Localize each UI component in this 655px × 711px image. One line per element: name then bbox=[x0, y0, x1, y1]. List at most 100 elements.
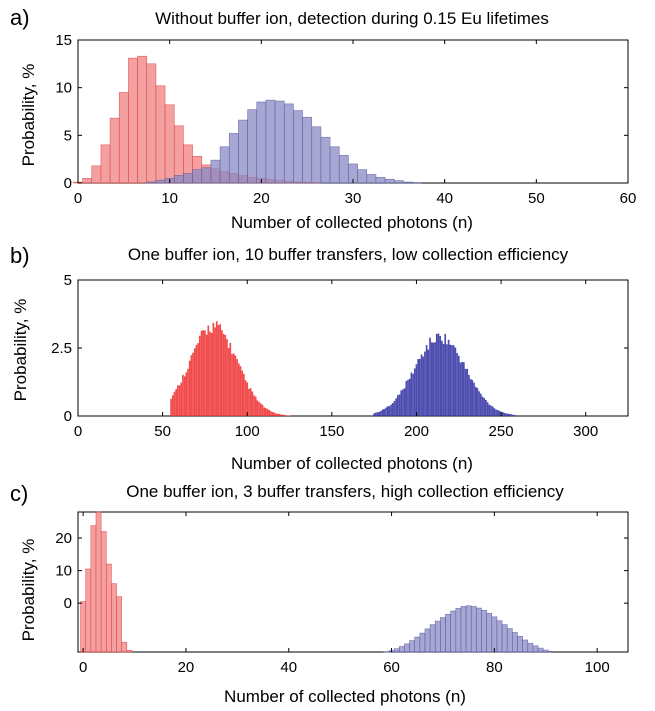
panel-c-series-2-bar bbox=[419, 632, 426, 653]
panel-c-series-2-bar bbox=[542, 649, 549, 653]
panel-a-series-2-bar bbox=[155, 179, 166, 184]
panel-b-series-2-bar bbox=[381, 409, 384, 416]
panel-a-series-1-bar bbox=[164, 104, 175, 184]
panel-b-series-2-bar bbox=[425, 345, 428, 416]
panel-b-series-2-bar bbox=[478, 391, 480, 416]
panel-b-series-2-bar bbox=[485, 399, 487, 416]
panel-b-series-1-bar bbox=[249, 388, 252, 416]
panel-c-series-2-bar bbox=[532, 645, 539, 653]
panel-b-series-2-bar bbox=[405, 381, 408, 416]
panel-c-series-2-bar bbox=[383, 651, 390, 653]
panel-b-label: b) bbox=[10, 243, 30, 268]
panel-b-series-1-bar bbox=[266, 408, 269, 416]
panel-a-series-2-bar bbox=[393, 180, 404, 184]
panel-a-ytick-label: 10 bbox=[55, 80, 72, 97]
panel-b-series-2-bar bbox=[417, 358, 419, 416]
panel-c-series-2-bar bbox=[465, 605, 472, 653]
panel-c-series-2-bar bbox=[450, 610, 457, 653]
panel-b-series-2-bar bbox=[424, 351, 426, 416]
panel-b-series-1-bar bbox=[205, 334, 208, 416]
panel-c-series-2-bar bbox=[517, 636, 523, 653]
panel-a-series-2-bar bbox=[146, 181, 157, 184]
panel-b-series-1-bar bbox=[171, 395, 174, 416]
panel-b-series-1-bar bbox=[188, 360, 191, 416]
panel-a-series-1-bar bbox=[82, 177, 93, 184]
panel-a-series-1-bar bbox=[137, 55, 148, 184]
panel-a-series-2-bar bbox=[384, 178, 395, 184]
panel-c-series-2-bar bbox=[527, 642, 534, 653]
panel-c-series-2-bar bbox=[440, 617, 446, 653]
panel-a-ytick-label: 5 bbox=[64, 127, 72, 144]
panel-b-ytick-label: 0 bbox=[64, 408, 72, 425]
panel-b-series-1-bar bbox=[200, 330, 203, 416]
panel-b-series-2-bar bbox=[437, 333, 440, 416]
panel-b-series-2-bar bbox=[498, 410, 501, 416]
panel-c-series-2-bar bbox=[460, 606, 467, 653]
panel-b-series-2-bar bbox=[473, 382, 475, 416]
panel-b-series-2-bar bbox=[397, 395, 399, 416]
panel-b-series-2-bar bbox=[383, 409, 386, 416]
panel-b-series-2-bar bbox=[464, 368, 467, 416]
panel-b-series-1-bar bbox=[180, 382, 183, 416]
panel-c-series-2-bar bbox=[548, 651, 554, 653]
panel-b-ylabel: Probability, % bbox=[11, 299, 30, 402]
panel-b-series-1-bar bbox=[214, 327, 216, 416]
panel-b-series-2-bar bbox=[456, 353, 458, 416]
panel-a-ylabel: Probability, % bbox=[19, 64, 38, 167]
panel-c-ylabel: Probability, % bbox=[19, 539, 38, 642]
panel-c-xtick-label: 80 bbox=[486, 659, 503, 676]
panel-b-ytick-label: 5 bbox=[64, 272, 72, 289]
panel-a-series-2-bar bbox=[219, 146, 230, 184]
panel-b-series-2-bar bbox=[422, 356, 425, 416]
panel-b-series-1-bar bbox=[236, 359, 238, 416]
panel-a-series-2-bar bbox=[311, 126, 322, 184]
panel-b-series-2-bar bbox=[373, 413, 375, 416]
panel-a-series-2-bar bbox=[256, 101, 267, 184]
panel-a-series-2-bar bbox=[265, 99, 276, 184]
panel-b-series-2-bar bbox=[434, 342, 436, 416]
panel-a-series-2-bar bbox=[274, 100, 285, 184]
panel-b-series-2-bar bbox=[491, 406, 494, 416]
panel-b-series-2-bar bbox=[442, 343, 445, 416]
panel-b-series-1-bar bbox=[276, 413, 279, 416]
panel-a-xtick-label: 20 bbox=[253, 190, 270, 207]
panel-a-series-2-bar bbox=[357, 169, 368, 184]
panel-b-series-2-bar bbox=[385, 407, 387, 416]
panel-b-series-1-bar bbox=[202, 330, 205, 416]
panel-b-series-1-bar bbox=[170, 398, 172, 416]
panel-b: b) One buffer ion, 10 buffer transfers, … bbox=[10, 243, 629, 473]
panel-b-series-1-bar bbox=[178, 385, 181, 416]
panel-b-series-2-bar bbox=[444, 333, 447, 416]
panel-b-series-2-bar bbox=[451, 345, 453, 416]
panel-a-xtick-label: 10 bbox=[161, 190, 178, 207]
panel-a-series-2-bar bbox=[183, 173, 193, 184]
panel-c-series-1-bar bbox=[105, 563, 112, 653]
panel-a-series-2-bar bbox=[375, 176, 386, 184]
panel-c-series-2-bar bbox=[470, 606, 477, 653]
panel-c-series-1-bar bbox=[121, 641, 128, 653]
panel-b-series-2-bar bbox=[410, 372, 413, 416]
panel-c-series-1-bar bbox=[100, 531, 107, 653]
panel-b-series-2-bar bbox=[505, 413, 507, 416]
panel-b-title: One buffer ion, 10 buffer transfers, low… bbox=[128, 245, 569, 264]
panel-b-series-1-bar bbox=[246, 382, 249, 416]
panel-b-series-1-bar bbox=[231, 353, 233, 416]
panel-c-series-1-bar bbox=[116, 596, 122, 653]
panel-c-series-2-bar bbox=[434, 620, 441, 653]
panel-b-series-2-bar bbox=[390, 404, 392, 416]
panel-b-series-2-bar bbox=[486, 402, 489, 416]
panel-c-xlabel: Number of collected photons (n) bbox=[224, 687, 466, 706]
panel-a-label: a) bbox=[10, 5, 30, 30]
panel-b-series-2-bar bbox=[412, 373, 414, 416]
panel-c-series-2-bar bbox=[398, 646, 405, 653]
panel-b-series-2-bar bbox=[378, 411, 381, 416]
panel-b-series-2-bar bbox=[461, 361, 463, 416]
panel-c-series-1-bar bbox=[80, 601, 87, 653]
panel-b-series-1-bar bbox=[210, 332, 213, 416]
panel-a-series-1-bar bbox=[128, 57, 138, 184]
panel-b-series-1-bar bbox=[199, 335, 201, 416]
panel-b-series-1-bar bbox=[175, 389, 177, 416]
panel-b-xtick-label: 250 bbox=[489, 423, 514, 440]
panel-b-series-1-bar bbox=[204, 330, 206, 416]
panel-c-series-1-bar bbox=[126, 650, 133, 653]
